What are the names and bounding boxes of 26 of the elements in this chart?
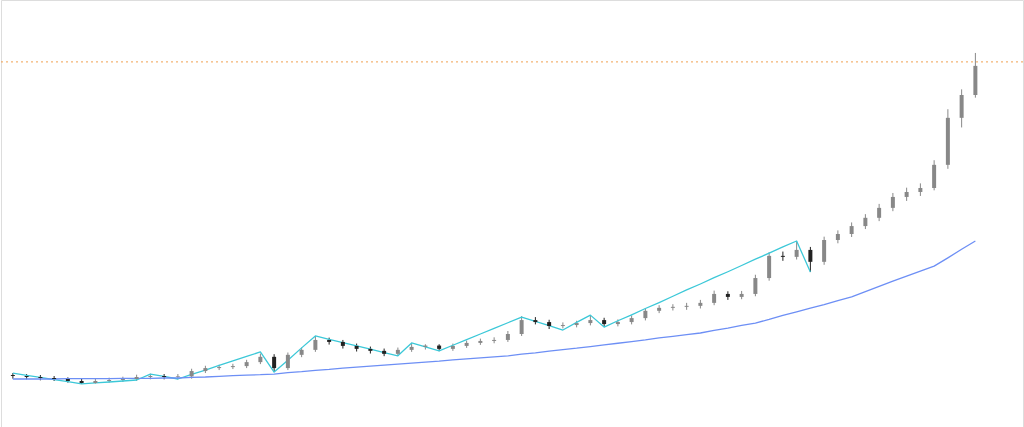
candlestick xyxy=(932,159,937,191)
candlestick xyxy=(519,315,524,337)
candlestick xyxy=(492,336,497,344)
candlestick xyxy=(230,363,235,370)
candlestick xyxy=(547,319,552,330)
candlestick xyxy=(657,304,662,314)
candlestick xyxy=(822,236,827,266)
candlestick xyxy=(780,251,785,262)
candlestick xyxy=(835,229,840,244)
candlestick xyxy=(327,337,332,346)
candlestick xyxy=(52,375,57,382)
candlestick xyxy=(890,192,895,212)
candlestick xyxy=(505,330,510,343)
candlestick xyxy=(217,364,222,371)
candlestick xyxy=(560,321,565,329)
candlestick xyxy=(615,318,620,327)
candlestick xyxy=(959,88,964,128)
candlestick xyxy=(808,246,813,273)
candlestick xyxy=(725,290,730,301)
candlestick xyxy=(382,348,387,357)
candlestick xyxy=(767,251,772,282)
candlestick xyxy=(10,372,15,380)
candlestick xyxy=(670,303,675,311)
candlestick xyxy=(340,339,345,350)
candlestick xyxy=(753,274,758,297)
candlestick xyxy=(794,240,799,261)
